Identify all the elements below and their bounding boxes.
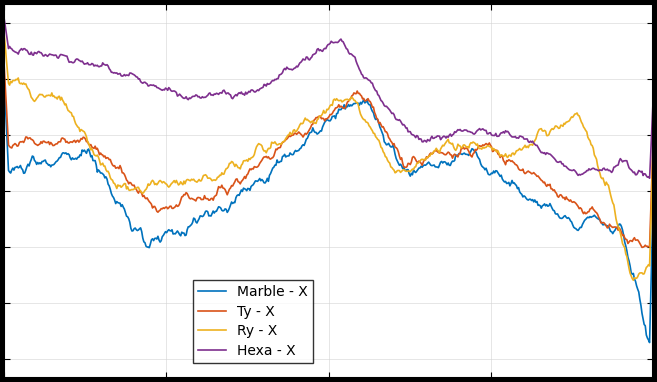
Legend: Marble - X, Ty - X, Ry - X, Hexa - X: Marble - X, Ty - X, Ry - X, Hexa - X: [193, 280, 313, 363]
Line: Ry - X: Ry - X: [4, 34, 653, 280]
Ry - X: [434, 148, 442, 152]
Hexa - X: [382, 104, 390, 108]
Ty - X: [638, 245, 646, 250]
Marble - X: [0, 76, 8, 80]
Marble - X: [294, 149, 302, 153]
Hexa - X: [489, 133, 497, 138]
Hexa - X: [167, 88, 175, 93]
Marble - X: [646, 340, 654, 345]
Ty - X: [489, 149, 497, 154]
Ry - X: [0, 32, 8, 37]
Marble - X: [649, 210, 657, 214]
Marble - X: [382, 142, 390, 147]
Line: Hexa - X: Hexa - X: [4, 19, 653, 178]
Marble - X: [434, 165, 442, 169]
Ty - X: [0, 64, 8, 68]
Marble - X: [167, 229, 175, 233]
Marble - X: [489, 171, 497, 176]
Ry - X: [294, 127, 302, 131]
Ty - X: [649, 147, 657, 151]
Ry - X: [115, 184, 123, 188]
Ty - X: [382, 129, 390, 134]
Hexa - X: [115, 71, 123, 76]
Hexa - X: [649, 104, 657, 108]
Marble - X: [115, 201, 123, 205]
Ty - X: [167, 204, 175, 209]
Line: Marble - X: Marble - X: [4, 78, 653, 343]
Ry - X: [629, 278, 637, 283]
Ty - X: [115, 166, 123, 171]
Ty - X: [434, 149, 442, 154]
Ry - X: [649, 157, 657, 162]
Ry - X: [489, 148, 497, 152]
Hexa - X: [0, 16, 8, 21]
Ry - X: [382, 155, 390, 160]
Line: Ty - X: Ty - X: [4, 66, 653, 248]
Ry - X: [167, 182, 175, 186]
Hexa - X: [294, 65, 302, 69]
Hexa - X: [434, 134, 442, 138]
Hexa - X: [646, 176, 654, 181]
Ty - X: [294, 131, 302, 136]
